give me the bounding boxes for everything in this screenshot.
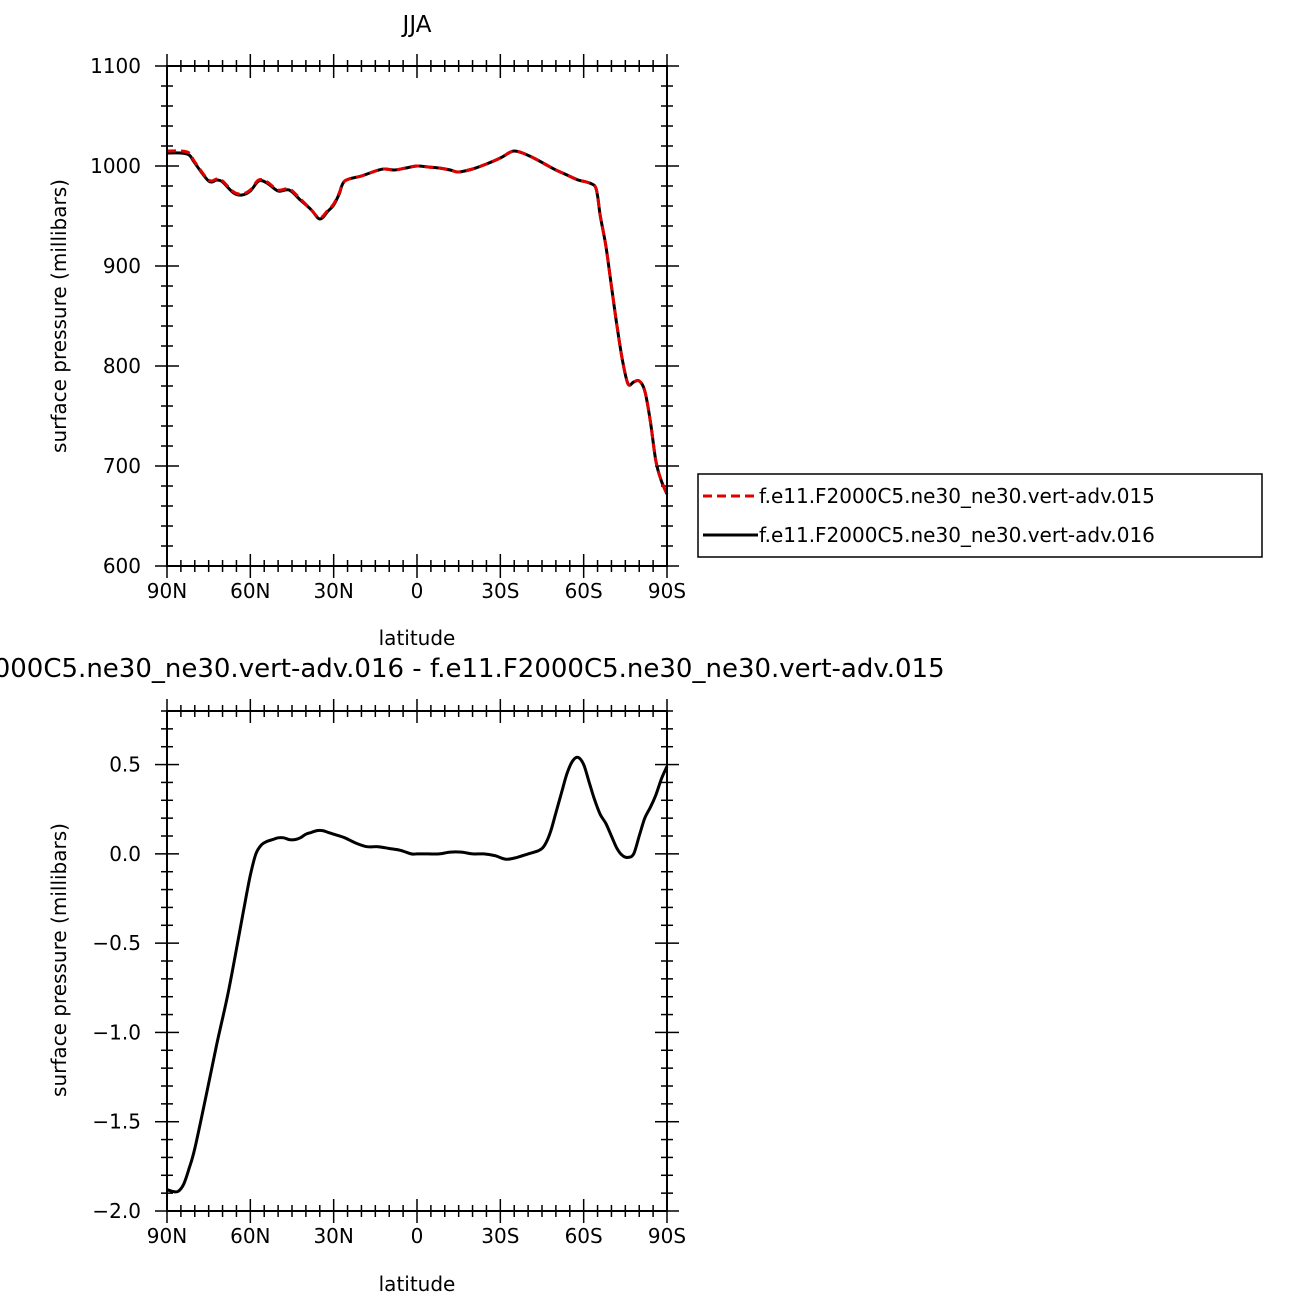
y-tick-label: −2.0	[92, 1199, 141, 1223]
axis-ticks: 90N 60N 30N 0 30S 60S 90S 600 700 800 900 1000 1100	[90, 54, 686, 603]
y-tick-label: 1000	[90, 154, 141, 178]
x-tick-label: 30N	[313, 579, 353, 603]
y-axis-label: surface pressure (millibars)	[47, 179, 71, 453]
panel-title: f.e11.F2000C5.ne30_ne30.vert-adv.016 - f…	[0, 654, 945, 684]
y-tick-label: 600	[103, 554, 141, 578]
y-tick-label: 700	[103, 454, 141, 478]
y-axis-label: surface pressure (millibars)	[47, 823, 71, 1097]
y-tick-label: 0.0	[109, 842, 141, 866]
y-tick-label: 900	[103, 254, 141, 278]
x-tick-label: 0	[411, 579, 424, 603]
legend-label-015: f.e11.F2000C5.ne30_ne30.vert-adv.015	[759, 484, 1155, 508]
axis-ticks: 90N 60N 30N 0 30S 60S 90S −2.0 −1.5 −1.0 −0.5 0.0 0.…	[92, 699, 686, 1248]
series-layer	[166, 755, 669, 1194]
bottom-panel-difference: f.e11.F2000C5.ne30_ne30.vert-adv.016 - f…	[0, 654, 945, 1296]
top-panel-jja: JJA surface pressure (millibars) latitud…	[47, 12, 686, 650]
y-tick-label: −1.0	[92, 1020, 141, 1044]
x-tick-label: 0	[411, 1224, 424, 1248]
x-tick-label: 90S	[648, 1224, 686, 1248]
legend-label-016: f.e11.F2000C5.ne30_ne30.vert-adv.016	[759, 523, 1155, 547]
x-tick-label: 90S	[648, 579, 686, 603]
x-tick-label: 60S	[565, 579, 603, 603]
plot-frame	[166, 710, 668, 1212]
legend: f.e11.F2000C5.ne30_ne30.vert-adv.015 f.e…	[697, 473, 1263, 558]
series-line-1	[166, 149, 669, 495]
plot-frame	[166, 65, 668, 567]
legend-frame	[697, 473, 1263, 558]
y-tick-label: 0.5	[109, 753, 141, 777]
y-tick-label: −1.5	[92, 1110, 141, 1134]
y-tick-label: 800	[103, 354, 141, 378]
x-axis-label: latitude	[379, 626, 456, 650]
series-layer	[166, 149, 669, 495]
x-tick-label: 30N	[313, 1224, 353, 1248]
x-tick-label: 30S	[481, 579, 519, 603]
y-tick-label: 1100	[90, 54, 141, 78]
x-axis-label: latitude	[379, 1272, 456, 1296]
series-line-1	[166, 755, 669, 1194]
x-tick-label: 90N	[147, 1224, 187, 1248]
panel-title: JJA	[401, 12, 432, 38]
x-tick-label: 60N	[230, 579, 270, 603]
x-tick-label: 60N	[230, 1224, 270, 1248]
x-tick-label: 90N	[147, 579, 187, 603]
x-tick-label: 30S	[481, 1224, 519, 1248]
series-line-2	[166, 149, 669, 495]
y-tick-label: −0.5	[92, 931, 141, 955]
x-tick-label: 60S	[565, 1224, 603, 1248]
